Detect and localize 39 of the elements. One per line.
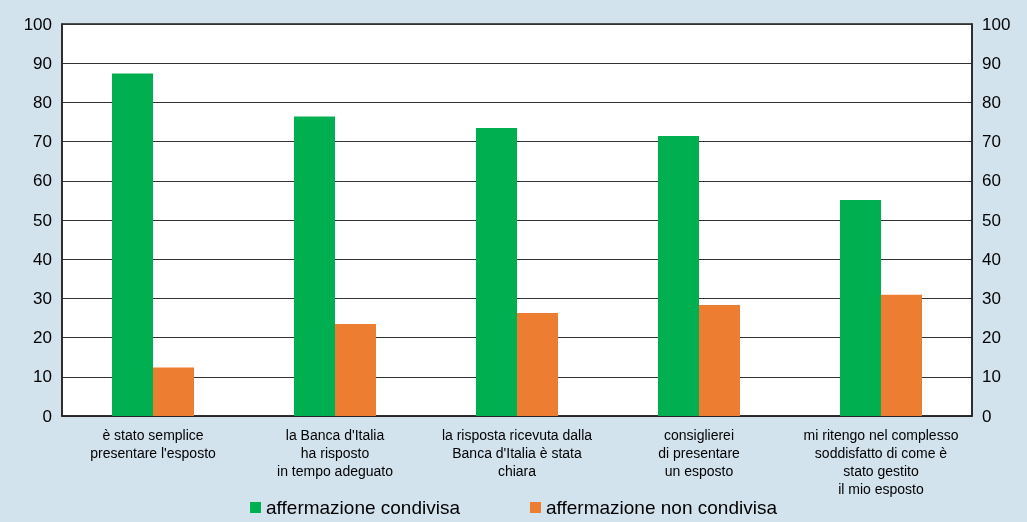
y2-tick-label: 80 bbox=[982, 92, 1001, 112]
y2-tick-label: 70 bbox=[982, 132, 1001, 152]
bar bbox=[153, 367, 194, 416]
x-tick-label: la risposta ricevuta dalla Banca d'Italia è stata chiara bbox=[441, 427, 593, 479]
x-tick-label: mi ritengo nel complesso soddisfatto di come è stato gestito il mio esposto bbox=[803, 427, 959, 497]
y-tick-label: 40 bbox=[33, 249, 52, 269]
y-tick-label: 10 bbox=[33, 367, 52, 387]
bar bbox=[294, 116, 335, 416]
bar bbox=[112, 73, 153, 416]
y2-tick-label: 40 bbox=[982, 249, 1001, 269]
y-tick-label: 20 bbox=[33, 328, 52, 348]
y-tick-label: 50 bbox=[33, 210, 52, 230]
y2-tick-label: 90 bbox=[982, 53, 1001, 73]
y-tick-label: 80 bbox=[33, 92, 52, 112]
bar bbox=[335, 323, 376, 416]
y-tick-label: 70 bbox=[33, 132, 52, 152]
y2-tick-label: 20 bbox=[982, 328, 1001, 348]
y-tick-label: 100 bbox=[23, 14, 52, 34]
bar bbox=[881, 294, 922, 416]
y-tick-label: 0 bbox=[42, 406, 52, 426]
bar bbox=[658, 136, 699, 416]
bar bbox=[517, 312, 558, 416]
bar bbox=[699, 305, 740, 416]
bar bbox=[476, 127, 517, 416]
legend-label: affermazione condivisa bbox=[266, 497, 461, 518]
y2-tick-label: 60 bbox=[982, 171, 1001, 191]
x-tick-label: la Banca d'Italia ha risposto in tempo adeguato bbox=[277, 427, 394, 479]
y2-tick-label: 10 bbox=[982, 367, 1001, 387]
x-tick-label: consiglierei di presentare un esposto bbox=[658, 427, 741, 479]
y2-tick-label: 30 bbox=[982, 288, 1001, 308]
y2-tick-label: 50 bbox=[982, 210, 1001, 230]
y2-tick-label: 0 bbox=[982, 406, 992, 426]
x-tick-label: è stato semplice presentare l'esposto bbox=[90, 427, 217, 461]
y-tick-label: 90 bbox=[33, 53, 52, 73]
y-tick-label: 60 bbox=[33, 171, 52, 191]
y-tick-label: 30 bbox=[33, 288, 52, 308]
legend-label: affermazione non condivisa bbox=[546, 497, 778, 518]
bar bbox=[840, 200, 881, 416]
y2-tick-label: 100 bbox=[982, 14, 1011, 34]
